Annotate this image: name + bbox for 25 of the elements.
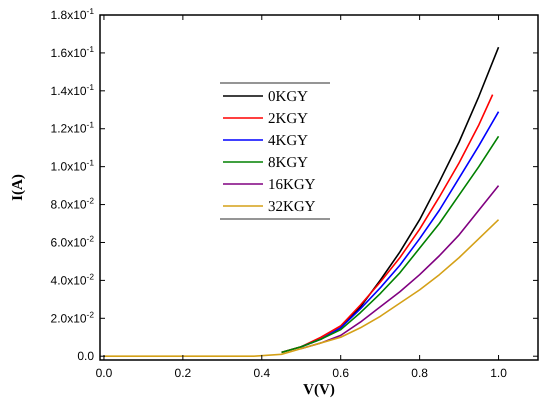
y-tick-label: 2.0x10$^{-2}$ (50, 309, 94, 326)
y-tick-label: 1.2x10$^{-1}$ (50, 120, 94, 136)
legend-label: 8KGY (268, 155, 308, 171)
x-axis-title: V(V) (303, 382, 335, 398)
legend-label: 2KGY (268, 111, 308, 127)
y-axis-title: I(A) (10, 174, 26, 201)
x-tick-label: 1.0 (490, 366, 508, 380)
y-tick-label: 1.4x10$^{-1}$ (50, 82, 94, 98)
legend-label: 16KGY (268, 177, 316, 193)
legend-label: 4KGY (268, 133, 308, 149)
y-tick-label: 0.0 (77, 349, 94, 364)
x-tick-label: 0.4 (253, 366, 270, 380)
y-tick-label: 1.8x10$^{-1}$ (50, 6, 94, 22)
legend-label: 0KGY (268, 89, 308, 105)
y-tick-label: 1.0x10$^{-1}$ (50, 158, 94, 174)
x-tick-label: 0.6 (332, 366, 350, 380)
x-tick-label: 0.8 (411, 366, 428, 380)
y-tick-label: 4.0x10$^{-2}$ (50, 271, 94, 288)
y-tick-label: 1.6x10$^{-1}$ (50, 44, 94, 60)
y-tick-label: 6.0x10$^{-2}$ (50, 233, 94, 250)
legend-label: 32KGY (268, 199, 316, 215)
x-tick-label: 0.2 (174, 366, 192, 380)
line-series (103, 218, 500, 358)
y-tick-label: 8.0x10$^{-2}$ (50, 196, 94, 212)
x-tick-label: 0.0 (96, 366, 113, 380)
